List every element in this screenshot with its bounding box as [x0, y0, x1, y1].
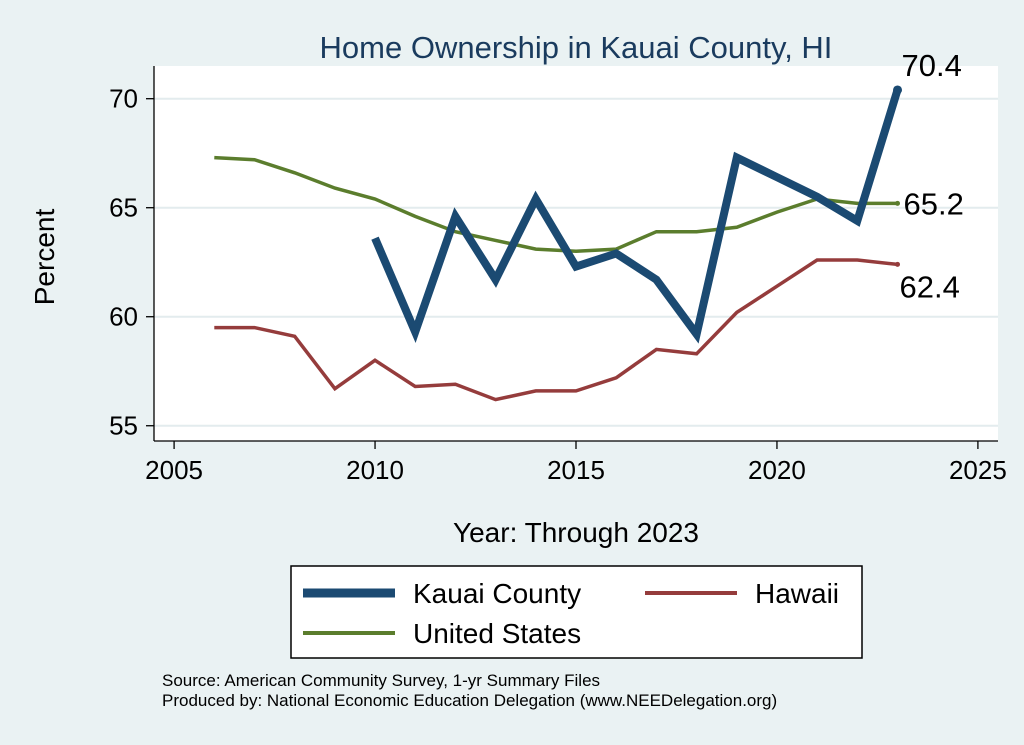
- x-tick-label-2020: 2020: [748, 455, 806, 485]
- y-axis-label: Percent: [29, 209, 60, 306]
- x-tick-label-2005: 2005: [145, 455, 203, 485]
- x-tick-label-2025: 2025: [949, 455, 1007, 485]
- series-line-kauai-county: [371, 88, 902, 344]
- series-end-point-kauai-county: [893, 85, 903, 95]
- series-lines: [214, 85, 903, 402]
- end-label-united-states: 65.2: [904, 186, 964, 221]
- legend: Kauai County Hawaii United States: [290, 565, 863, 659]
- end-labels: 70.4 65.2 62.4: [900, 48, 964, 304]
- series-line-hawaii: [214, 258, 898, 402]
- series-end-point-united-states: [895, 200, 901, 206]
- x-tick-label-2015: 2015: [547, 455, 605, 485]
- end-label-hawaii: 62.4: [900, 269, 960, 304]
- x-axis-label: Year: Through 2023: [453, 517, 699, 548]
- y-tick-label-55: 55: [109, 411, 138, 441]
- legend-label-kauai-county: Kauai County: [413, 578, 581, 609]
- y-tick-label-65: 65: [109, 193, 138, 223]
- chart-title: Home Ownership in Kauai County, HI: [320, 30, 833, 65]
- source-note: Source: American Community Survey, 1-yr …: [162, 671, 600, 690]
- legend-box: [290, 565, 863, 659]
- y-ticks: 55 60 65 70: [109, 84, 154, 441]
- y-tick-label-60: 60: [109, 302, 138, 332]
- legend-label-united-states: United States: [413, 618, 581, 649]
- gridlines: [154, 97, 998, 427]
- end-label-kauai-county: 70.4: [902, 48, 962, 83]
- y-tick-label-70: 70: [109, 84, 138, 114]
- legend-label-hawaii: Hawaii: [755, 578, 839, 609]
- produced-by-note: Produced by: National Economic Education…: [162, 691, 777, 710]
- x-tick-label-2010: 2010: [346, 455, 404, 485]
- series-end-point-hawaii: [895, 261, 901, 267]
- series-line-united-states: [214, 155, 898, 254]
- x-ticks: 2005 2010 2015 2020 2025: [145, 441, 1007, 485]
- plot-area: [154, 66, 998, 441]
